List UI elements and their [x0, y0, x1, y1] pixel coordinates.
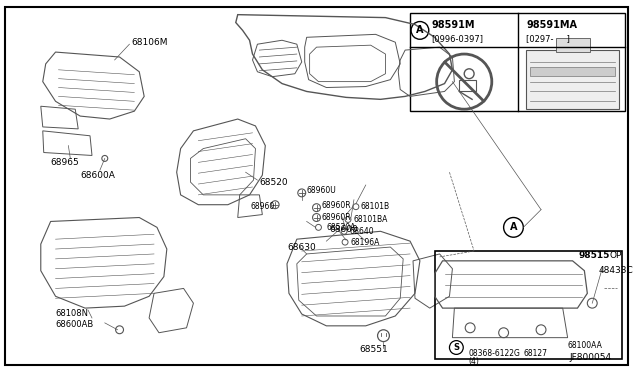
- Text: 68520: 68520: [259, 177, 288, 187]
- Bar: [556, 38, 590, 52]
- Text: 68600A: 68600A: [80, 171, 115, 180]
- Text: 68960U: 68960U: [307, 186, 337, 195]
- Text: 68520A: 68520A: [326, 223, 356, 232]
- Text: 68960R: 68960R: [321, 213, 351, 222]
- Text: 68960: 68960: [250, 202, 275, 211]
- Text: 68106M: 68106M: [131, 38, 168, 47]
- Text: 68965: 68965: [51, 158, 79, 167]
- Text: 98515: 98515: [579, 251, 610, 260]
- Text: 68100AA: 68100AA: [568, 341, 602, 350]
- Text: 98591MA: 98591MA: [526, 20, 577, 31]
- Text: 68960R: 68960R: [321, 201, 351, 210]
- Text: OP: OP: [610, 251, 622, 260]
- Text: [0996-0397]: [0996-0397]: [432, 34, 484, 43]
- Text: A: A: [416, 25, 424, 35]
- Text: 68108N: 68108N: [56, 308, 88, 318]
- Bar: [410, 13, 625, 111]
- Bar: [526, 50, 619, 109]
- Text: 68101B: 68101B: [361, 202, 390, 211]
- Text: [0297-     ]: [0297- ]: [526, 34, 570, 43]
- Text: 68600: 68600: [330, 225, 358, 234]
- Text: JF800054: JF800054: [570, 353, 612, 362]
- Text: 6B640: 6B640: [349, 227, 374, 236]
- Text: 68127: 68127: [524, 349, 547, 358]
- Text: 68551: 68551: [359, 345, 388, 354]
- Text: 98591M: 98591M: [432, 20, 476, 31]
- Bar: [530, 67, 615, 76]
- Text: 48433C: 48433C: [598, 266, 633, 275]
- Text: S: S: [453, 343, 460, 352]
- Bar: [435, 251, 622, 359]
- Text: 68196A: 68196A: [351, 238, 380, 247]
- Text: 68600AB: 68600AB: [56, 320, 94, 329]
- Text: 68630: 68630: [287, 243, 316, 251]
- Text: A: A: [509, 222, 517, 232]
- Text: 68101BA: 68101BA: [354, 215, 388, 224]
- Text: 08368-6122G: 08368-6122G: [468, 349, 520, 358]
- Text: (4): (4): [468, 357, 479, 366]
